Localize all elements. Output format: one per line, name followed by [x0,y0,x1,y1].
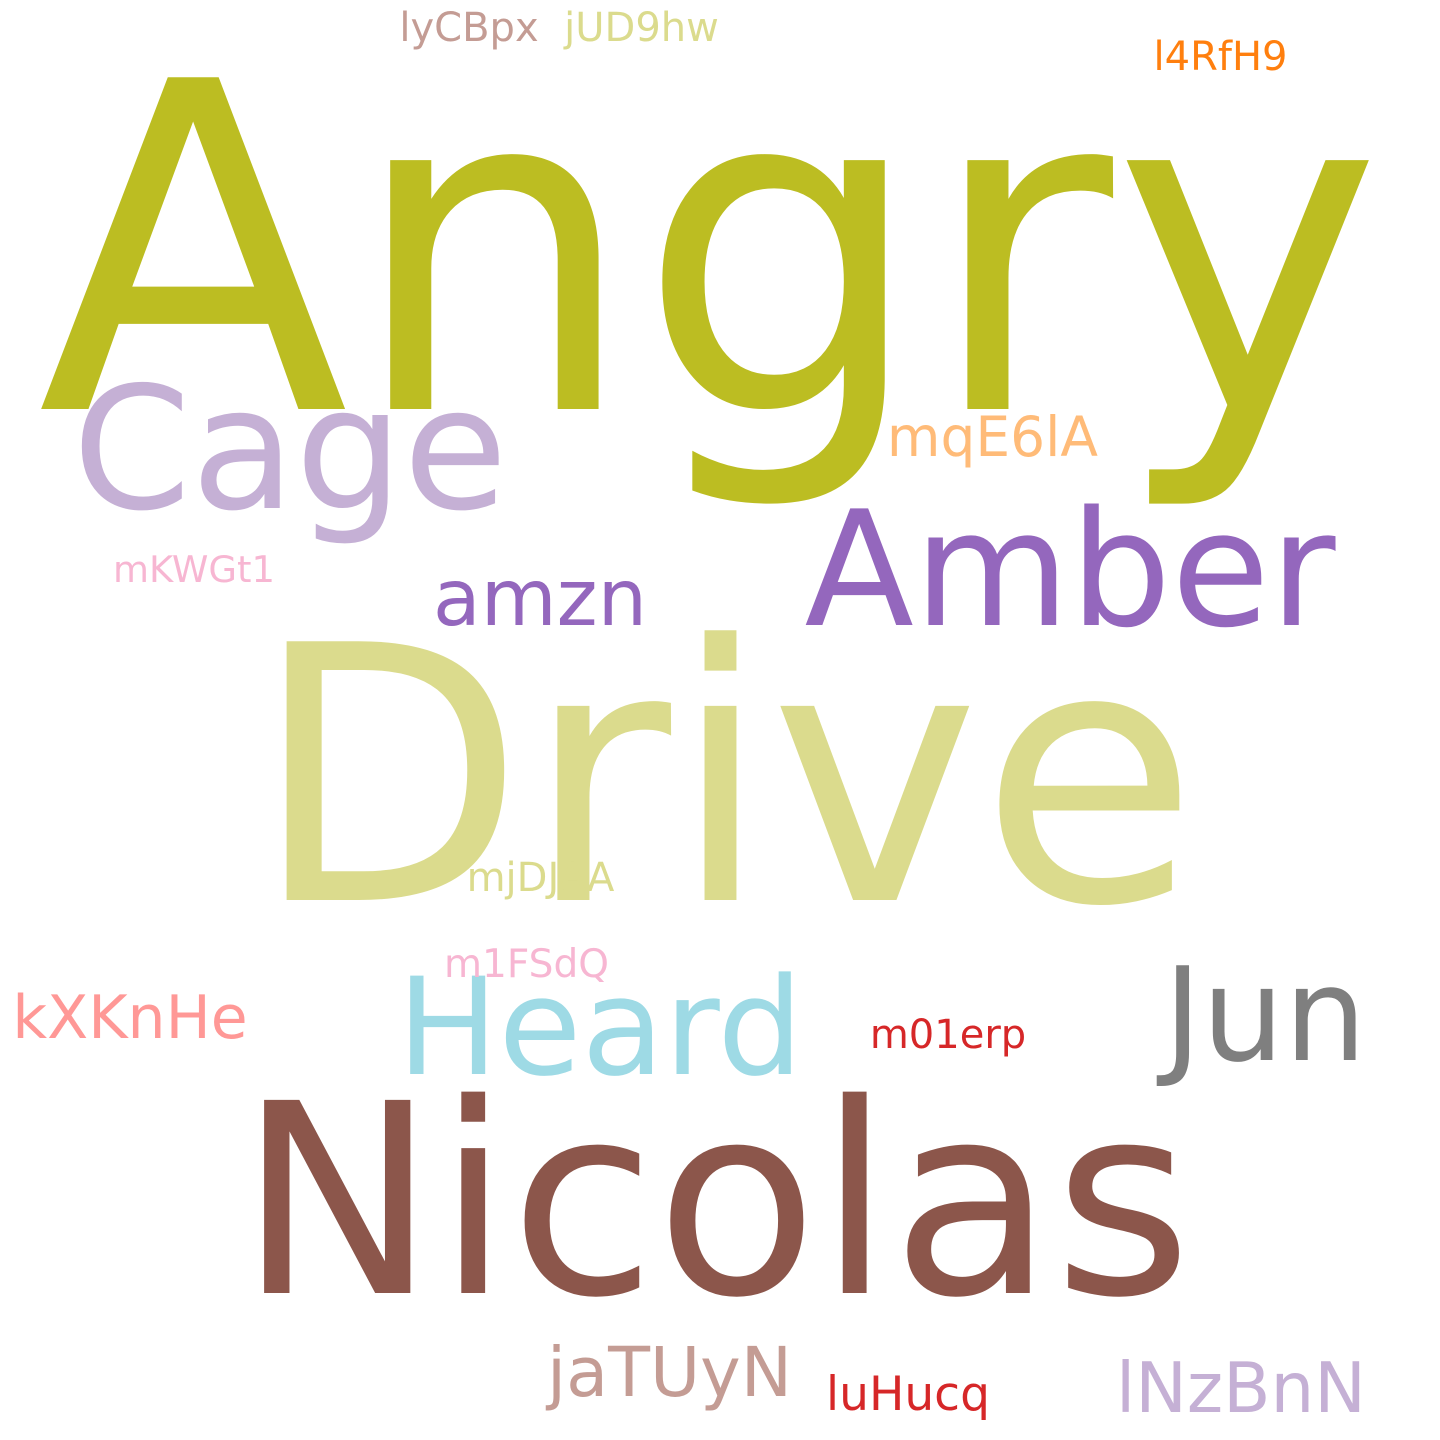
word-kxknhe: kXKnHe [12,983,248,1053]
word-nicolas: Nicolas [238,1048,1192,1356]
word-heard: Heard [396,949,804,1106]
word-m01erp: m01erp [869,1012,1027,1058]
word-mjdjaa: mjDJAA [466,855,615,901]
word-mkwgt1: mKWGt1 [113,547,275,591]
word-amzn: amzn [432,554,648,644]
word-amber: Amber [804,476,1336,663]
word-luhucq: luHucq [826,1367,990,1423]
word-angry: Angry [37,0,1383,517]
word-jud9hw: jUD9hw [564,5,719,51]
word-lycbpx: lyCBpx [399,5,539,51]
word-l4rfh9: l4RfH9 [1153,34,1288,80]
word-lnzbnn: lNzBnN [1116,1349,1366,1430]
word-cage: Cage [72,351,508,549]
word-drive: Drive [251,570,1199,984]
word-m1fsdq: m1FSdQ [444,942,609,988]
word-jatuyn: jaTUyN [547,1332,792,1413]
word-jun: Jun [1163,939,1367,1091]
word-mqe6la: mqE6lA [886,405,1099,469]
